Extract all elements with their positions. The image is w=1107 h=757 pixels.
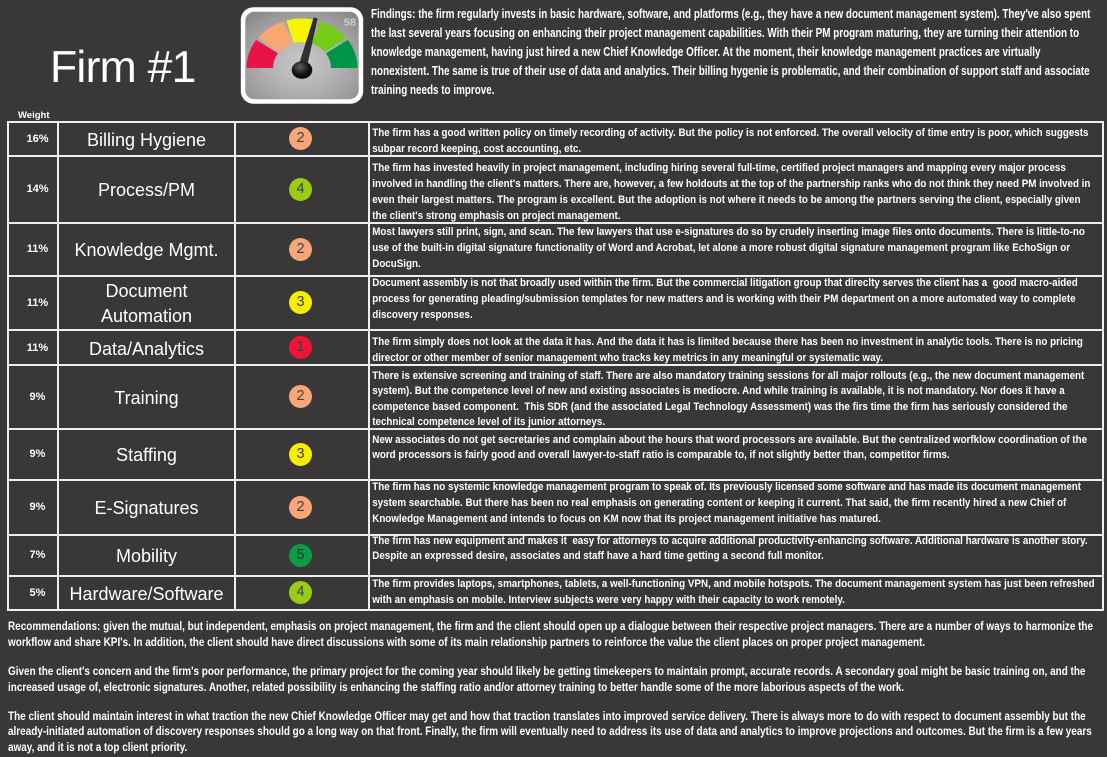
svg-text:58: 58 xyxy=(344,17,356,29)
